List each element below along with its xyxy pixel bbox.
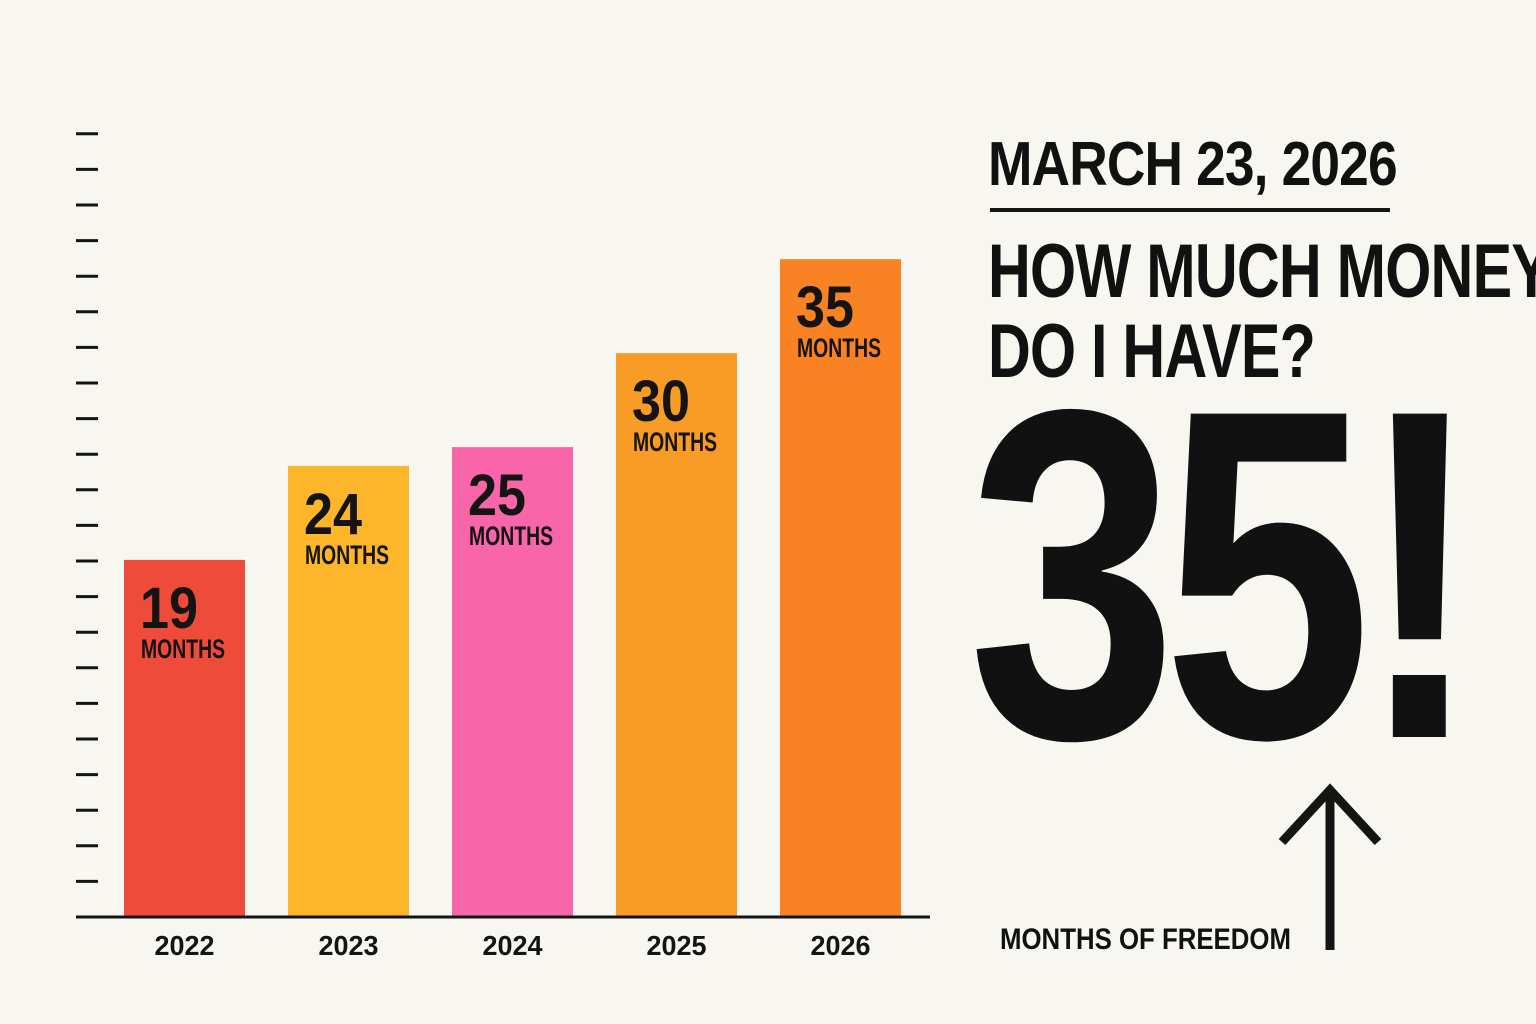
up-arrow-icon [1278, 783, 1382, 950]
bar-chart: 19MONTHS24MONTHS25MONTHS30MONTHS35MONTHS… [76, 132, 930, 961]
bar-unit-label: MONTHS [633, 427, 717, 457]
bar [616, 353, 737, 917]
bar [452, 447, 573, 917]
x-axis-labels: 2022 2023 2024 2025 2026 [155, 930, 871, 961]
bar-unit-label: MONTHS [797, 333, 881, 363]
big-number: 35! [968, 312, 1483, 837]
x-tick-label: 2026 [811, 930, 871, 961]
date-heading: MARCH 23, 2026 [988, 130, 1398, 199]
question-line-1: HOW MUCH MONEY [988, 229, 1536, 314]
bar [780, 259, 901, 918]
bar-value-label: 25 [468, 463, 526, 528]
x-tick-label: 2023 [319, 930, 379, 961]
bar-value-label: 24 [304, 482, 362, 547]
bar-value-label: 35 [796, 275, 854, 340]
bar-unit-label: MONTHS [305, 540, 389, 570]
bars [124, 259, 901, 918]
bar [288, 465, 409, 917]
x-tick-label: 2022 [155, 930, 215, 961]
caption: MONTHS OF FREEDOM [1000, 923, 1291, 956]
y-axis-ticks [76, 132, 98, 883]
bar-unit-label: MONTHS [141, 634, 225, 664]
x-tick-label: 2024 [483, 930, 543, 961]
bar-value-label: 19 [140, 576, 198, 641]
bar-value-label: 30 [632, 369, 690, 434]
bar [124, 559, 245, 917]
date-underline [990, 208, 1390, 212]
question-line-2: DO I HAVE? [988, 309, 1316, 394]
question-heading: HOW MUCH MONEY DO I HAVE? [988, 232, 1536, 392]
x-tick-label: 2025 [647, 930, 707, 961]
bar-unit-label: MONTHS [469, 521, 553, 551]
